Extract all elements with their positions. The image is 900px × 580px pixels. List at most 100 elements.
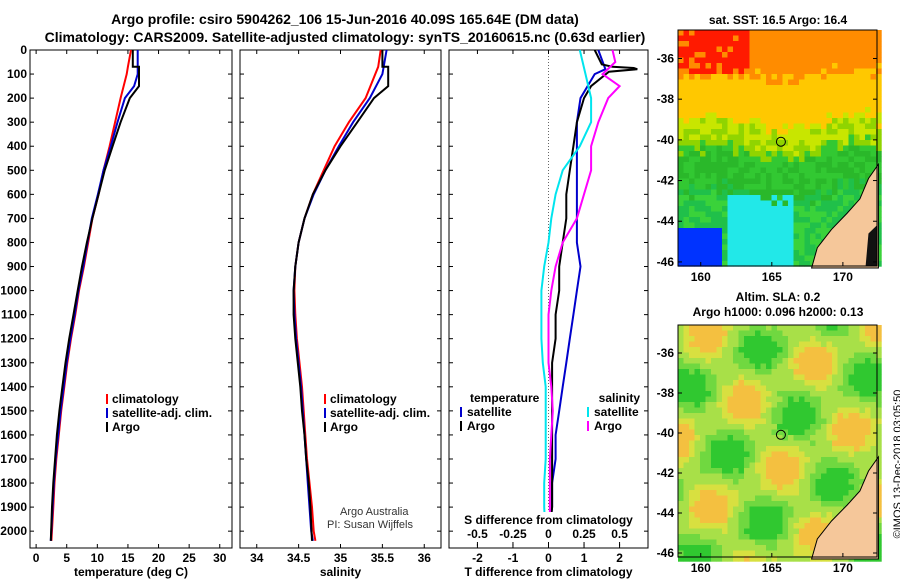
- map-cell: [854, 68, 860, 75]
- map-cell: [848, 195, 855, 201]
- map-cell: [727, 233, 734, 240]
- map-cell: [826, 429, 833, 436]
- map-cell: [716, 517, 723, 524]
- map-cell: [733, 145, 739, 152]
- map-cell: [870, 413, 877, 419]
- map-cell: [705, 52, 712, 58]
- map-cell: [749, 550, 756, 557]
- map-cell: [865, 173, 871, 179]
- map-cell: [815, 222, 822, 229]
- map-cell: [760, 424, 767, 430]
- map-cell: [865, 380, 871, 386]
- map-cell: [683, 239, 690, 245]
- map-cell: [755, 228, 761, 234]
- map-cell: [694, 380, 701, 386]
- map-cell: [694, 363, 701, 370]
- map-cell: [711, 435, 717, 441]
- map-cell: [788, 261, 794, 267]
- map-cell: [815, 391, 822, 397]
- map-cell: [722, 35, 728, 42]
- map-cell: [727, 556, 734, 562]
- map-cell: [870, 385, 877, 392]
- map-cell: [782, 501, 789, 507]
- map-cell: [832, 501, 838, 507]
- map-cell: [738, 107, 745, 113]
- map-cell: [859, 85, 866, 91]
- map-cell: [804, 101, 811, 108]
- map-cell: [859, 90, 866, 97]
- map-cell: [678, 222, 684, 229]
- map-cell: [821, 457, 827, 463]
- map-cell: [678, 534, 684, 540]
- map-cell: [755, 46, 761, 53]
- map-cell: [700, 407, 706, 414]
- map-cell: [766, 534, 772, 540]
- map-cell: [782, 85, 789, 91]
- map-cell: [716, 352, 723, 359]
- map-cell: [766, 123, 772, 130]
- map-cell: [749, 129, 756, 135]
- map-cell: [722, 189, 728, 196]
- map-cell: [826, 435, 833, 441]
- map-cell: [859, 41, 866, 47]
- map-cell: [727, 52, 734, 58]
- map-cell: [821, 145, 827, 152]
- map-cell: [815, 129, 822, 135]
- map-cell: [733, 41, 739, 47]
- map-cell: [777, 556, 783, 562]
- map-cell: [733, 512, 739, 518]
- map-cell: [755, 129, 761, 135]
- map-cell: [788, 112, 794, 119]
- map-cell: [832, 206, 838, 212]
- map-cell: [716, 217, 723, 223]
- map-cell: [689, 255, 695, 262]
- map-cell: [760, 418, 767, 425]
- map-cell: [689, 239, 695, 245]
- map-cell: [766, 506, 772, 513]
- map-cell: [865, 57, 871, 64]
- map-cell: [777, 255, 783, 262]
- map-cell: [683, 35, 690, 42]
- map-cell: [848, 374, 855, 381]
- map-cell: [788, 391, 794, 397]
- map-cell: [705, 534, 712, 540]
- map-cell: [766, 446, 772, 452]
- map-cell: [870, 46, 877, 53]
- map-cell: [832, 134, 838, 141]
- map-cell: [804, 396, 811, 403]
- map-cell: [804, 330, 811, 337]
- map-cell: [760, 407, 767, 414]
- map-cell: [744, 369, 750, 375]
- map-cell: [749, 528, 756, 535]
- map-cell: [782, 446, 789, 452]
- map-cell: [760, 145, 767, 152]
- map-cell: [865, 407, 871, 414]
- map-cell: [799, 101, 805, 108]
- map-cell: [848, 156, 855, 163]
- map-cell: [689, 462, 695, 469]
- map-cell: [733, 228, 739, 234]
- map-cell: [788, 402, 794, 408]
- map-cell: [870, 352, 877, 359]
- map-cell: [689, 112, 695, 119]
- series-line-3: [540, 49, 593, 541]
- map-cell: [694, 118, 701, 124]
- map-cell: [744, 46, 750, 53]
- map-cell: [771, 396, 778, 403]
- map-cell: [848, 484, 855, 491]
- map-cell: [799, 244, 805, 251]
- map-cell: [782, 96, 789, 102]
- map-cell: [826, 495, 833, 502]
- sla-map-title-line2: Argo h1000: 0.096 h2000: 0.13: [692, 305, 864, 319]
- map-cell: [683, 85, 690, 91]
- map-cell: [766, 184, 772, 190]
- map-cell: [727, 250, 734, 256]
- map-cell: [755, 506, 761, 513]
- map-cell: [689, 374, 695, 381]
- map-cell: [782, 490, 789, 496]
- map-cell: [766, 512, 772, 518]
- map-cell: [700, 63, 706, 69]
- map-cell: [760, 363, 767, 370]
- map-cell: [760, 140, 767, 146]
- map-cell: [766, 396, 772, 403]
